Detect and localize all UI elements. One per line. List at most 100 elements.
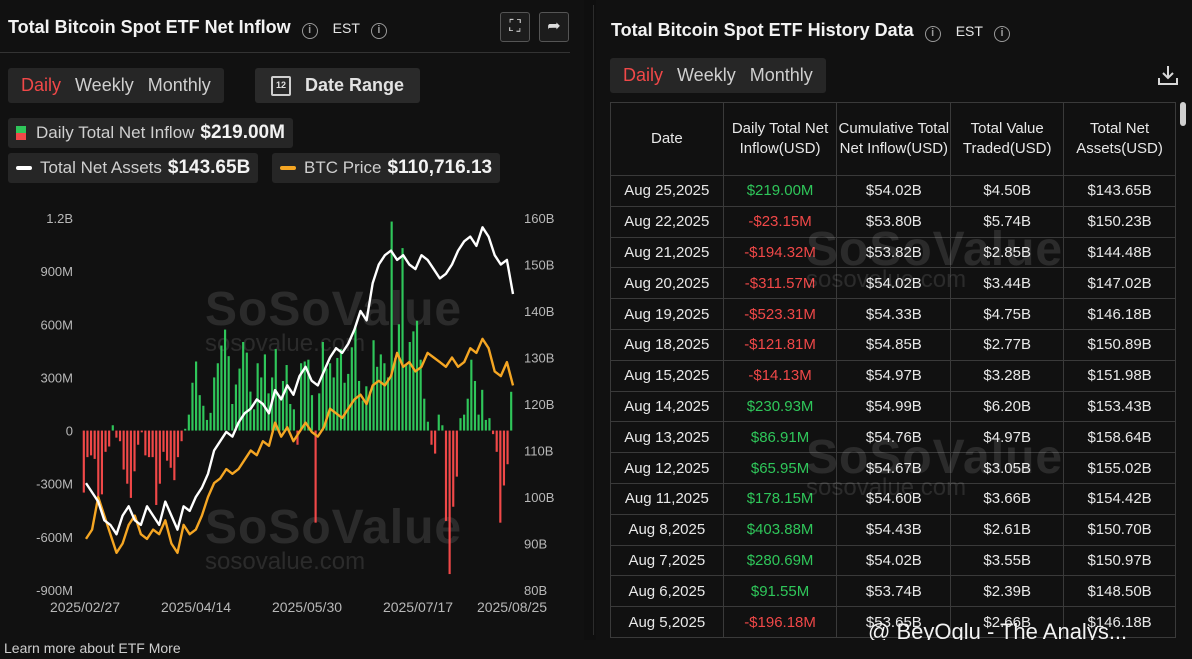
- legend-inflow[interactable]: Daily Total Net Inflow $219.00M: [8, 118, 293, 148]
- inflow-chart[interactable]: 1.2B 900M 600M 300M 0 -300M -600M -900M 160B 150B…: [0, 200, 584, 620]
- y-right-tick-label: 110B: [524, 444, 553, 459]
- inflow-bar: [510, 391, 513, 431]
- inflow-bar: [216, 363, 219, 431]
- column-header[interactable]: Daily Total Net Inflow(USD): [722, 102, 838, 176]
- inflow-bar: [89, 430, 93, 456]
- info-icon[interactable]: i: [924, 26, 941, 42]
- y-left-tick-label: 300M: [40, 370, 73, 385]
- inflow-bar: [321, 342, 324, 431]
- inflow-bar: [281, 380, 285, 431]
- table-cell: $178.15M: [722, 482, 838, 515]
- total-net-assets-line: [84, 226, 515, 536]
- inflow-bar: [473, 380, 477, 431]
- inflow-bar: [209, 412, 212, 431]
- tab-weekly[interactable]: Weekly: [677, 65, 736, 85]
- inflow-bar: [401, 248, 404, 431]
- table-cell: -$14.13M: [722, 359, 838, 392]
- y-right-tick-label: 150B: [524, 258, 554, 273]
- table-scrollbar[interactable]: [1180, 102, 1186, 126]
- inflow-bar: [158, 430, 161, 484]
- table-cell: -$196.18M: [722, 606, 838, 638]
- table-cell: Aug 6,2025: [610, 575, 724, 608]
- y-left-tick-label: -600M: [36, 530, 73, 545]
- table-row: Aug 5,2025 -$196.18M $53.65B $2.66B $146.18B: [610, 606, 1176, 638]
- table-cell: $53.65B: [836, 606, 952, 638]
- inflow-bar: [82, 430, 85, 493]
- inflow-bar: [426, 421, 429, 431]
- inflow-bar: [350, 347, 353, 431]
- x-tick-label: 2025/02/27: [50, 599, 120, 615]
- inflow-bar: [252, 409, 256, 431]
- inflow-bar: [97, 430, 100, 497]
- table-cell: $5.74B: [950, 205, 1065, 238]
- inflow-swatch: [16, 126, 26, 140]
- tab-daily[interactable]: Daily: [623, 65, 664, 85]
- table-cell: $146.18B: [1063, 606, 1176, 638]
- panel-separator: [593, 5, 594, 635]
- table-cell: Aug 7,2025: [610, 544, 724, 577]
- inflow-bar: [379, 354, 382, 431]
- table-cell: $150.23B: [1063, 205, 1176, 238]
- column-header[interactable]: Total Net Assets(USD): [1063, 102, 1176, 176]
- tab-monthly[interactable]: Monthly: [147, 75, 211, 95]
- table-row: Aug 20,2025 -$311.57M $54.02B $3.44B $147.02…: [610, 267, 1176, 300]
- footer[interactable]: Learn more about ETF More: [0, 640, 1192, 659]
- column-header[interactable]: Date: [610, 102, 724, 176]
- table-cell: $155.02B: [1063, 452, 1176, 484]
- date-range-button[interactable]: 12 Date Range: [255, 68, 420, 103]
- history-title: Total Bitcoin Spot ETF History Data i ES…: [611, 20, 1010, 42]
- table-cell: Aug 22,2025: [610, 205, 724, 238]
- inflow-bar: [307, 359, 310, 431]
- column-header[interactable]: Cumulative Total Net Inflow(USD): [836, 102, 952, 176]
- inflow-bar: [361, 400, 364, 431]
- inflow-bar: [332, 377, 335, 431]
- x-tick-label: 2025/07/17: [383, 599, 453, 615]
- tab-weekly[interactable]: Weekly: [75, 75, 134, 95]
- tab-monthly[interactable]: Monthly: [749, 65, 813, 85]
- table-cell: $3.05B: [950, 452, 1065, 484]
- inflow-bar: [151, 430, 154, 458]
- table-cell: $6.20B: [950, 390, 1065, 423]
- history-table: Date Daily Total Net Inflow(USD) Cumulat…: [610, 102, 1176, 638]
- info-icon[interactable]: i: [301, 23, 318, 39]
- table-cell: $2.61B: [950, 513, 1065, 546]
- inflow-bar: [506, 430, 509, 465]
- legend-assets[interactable]: Total Net Assets $143.65B: [8, 153, 259, 183]
- legend-btc[interactable]: BTC Price $110,716.13: [272, 153, 501, 183]
- table-row: Aug 13,2025 $86.91M $54.76B $4.97B $158.64B: [610, 421, 1176, 454]
- column-header[interactable]: Total Value Traded(USD): [950, 102, 1065, 176]
- inflow-bar: [137, 430, 140, 445]
- inflow-bar: [437, 414, 440, 431]
- assets-swatch: [16, 166, 32, 170]
- inflow-bar: [336, 357, 339, 431]
- inflow-bar: [303, 361, 306, 431]
- history-period-tabs: Daily Weekly Monthly: [610, 58, 826, 93]
- btc-swatch: [280, 166, 296, 170]
- download-icon[interactable]: [1157, 64, 1179, 86]
- x-tick-label: 2025/05/30: [272, 599, 342, 615]
- inflow-bar: [155, 430, 158, 505]
- inflow-bar: [100, 430, 103, 495]
- inflow-bar: [397, 324, 400, 431]
- inflow-bar: [144, 430, 147, 456]
- fullscreen-icon[interactable]: ⛶: [500, 12, 530, 42]
- legend-assets-value: $143.65B: [167, 157, 251, 178]
- inflow-bar: [383, 363, 386, 431]
- legend-inflow-value: $219.00M: [200, 122, 285, 143]
- inflow-bar: [231, 404, 234, 431]
- timezone-label: EST: [332, 20, 360, 36]
- inflow-bar: [108, 430, 111, 447]
- inflow-bar: [408, 342, 411, 431]
- table-row: Aug 14,2025 $230.93M $54.99B $6.20B $153.43B: [610, 390, 1176, 423]
- inflow-bar: [198, 395, 201, 431]
- timezone-info-icon[interactable]: i: [370, 23, 387, 39]
- table-cell: $53.80B: [836, 205, 952, 238]
- tab-daily[interactable]: Daily: [21, 75, 62, 95]
- inflow-bar: [441, 425, 444, 431]
- table-cell: Aug 18,2025: [610, 328, 724, 361]
- share-icon[interactable]: ➦: [539, 12, 569, 42]
- history-data-panel: Total Bitcoin Spot ETF History Data i ES…: [596, 0, 1192, 640]
- timezone-info-icon[interactable]: i: [993, 26, 1010, 42]
- inflow-bar: [463, 414, 466, 431]
- table-cell: $54.02B: [836, 267, 952, 300]
